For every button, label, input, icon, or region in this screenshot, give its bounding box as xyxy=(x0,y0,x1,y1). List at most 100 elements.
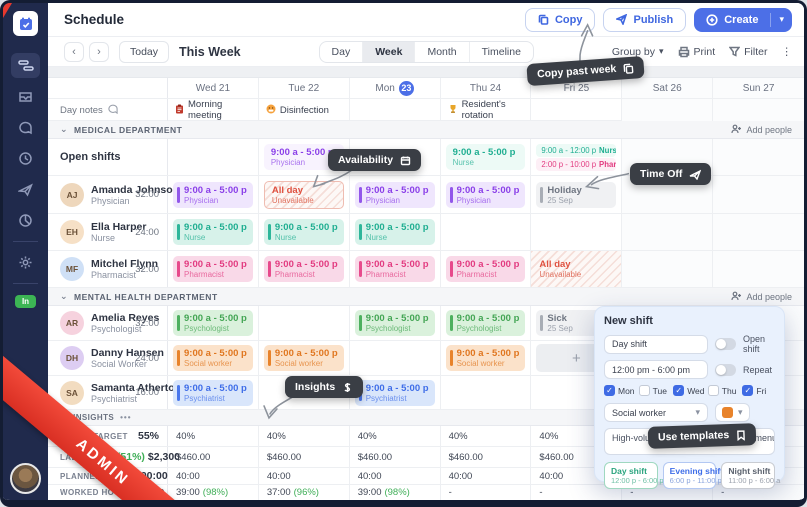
color-select[interactable]: ▾ xyxy=(715,403,750,422)
shift-chip[interactable]: 9:00 a - 5:00 p Psychiatrist xyxy=(354,379,435,406)
schedule-cell[interactable]: 9:00 a - 5:00 p Pharmacist xyxy=(168,251,259,287)
schedule-cell[interactable] xyxy=(713,139,804,175)
day-header-wed-21[interactable]: Wed 21 xyxy=(168,78,259,98)
tab-week[interactable]: Week xyxy=(362,41,415,62)
shift-chip[interactable]: 9:00 a - 5:00 p Social worker xyxy=(263,345,344,371)
open-shift-toggle[interactable] xyxy=(715,338,736,350)
schedule-cell[interactable]: 9:00 a - 5:00 p Physician xyxy=(441,176,532,213)
schedule-cell[interactable]: 9:00 a - 12:00 pNurse2:00 p - 10:00 pPha… xyxy=(531,139,623,175)
add-people-button[interactable]: Add people xyxy=(731,124,792,136)
schedule-cell[interactable]: 9:00 a - 5:00 p Psychologist xyxy=(350,306,441,340)
schedule-cell[interactable]: 9:00 a - 5:00 p Pharmacist xyxy=(350,251,441,287)
shift-chip[interactable]: 9:00 a - 5:00 p Nurse xyxy=(263,219,344,245)
schedule-cell[interactable]: 9:00 a - 5:00 p Nurse xyxy=(441,139,532,175)
schedule-cell[interactable] xyxy=(531,214,623,250)
schedule-cell[interactable]: 9:00 a - 5:00 p Pharmacist xyxy=(441,251,532,287)
shift-chip[interactable]: 9:00 a - 5:00 p Psychiatrist xyxy=(173,379,253,406)
create-button[interactable]: Create ▾ xyxy=(694,7,792,32)
schedule-cell[interactable]: 9:00 a - 5:00 p Pharmacist xyxy=(259,251,350,287)
schedule-cell[interactable] xyxy=(622,214,714,250)
chevron-down-icon[interactable]: ⌄ xyxy=(60,124,69,134)
weekday-checkbox-wed[interactable]: ✓ Wed xyxy=(673,385,706,396)
schedule-cell[interactable]: 9:00 a - 5:00 p Social worker xyxy=(259,341,350,375)
schedule-cell[interactable]: 9:00 a - 5:00 p Social worker xyxy=(168,341,259,375)
inbox-icon[interactable] xyxy=(11,84,40,109)
schedule-cell[interactable]: 9:00 a - 5:00 p Psychiatrist xyxy=(168,376,259,409)
user-avatar[interactable] xyxy=(10,463,41,494)
day-header-sun-27[interactable]: Sun 27 xyxy=(713,78,804,98)
day-header-mon[interactable]: Mon 23 xyxy=(350,78,441,98)
day-note-cell[interactable] xyxy=(531,99,623,121)
schedule-cell[interactable]: 9:00 a - 5:00 p Social worker xyxy=(441,341,532,375)
insights-pie-icon[interactable] xyxy=(11,208,40,233)
today-button[interactable]: Today xyxy=(119,40,170,63)
checkbox-unchecked[interactable] xyxy=(707,385,719,396)
schedule-cell[interactable]: 9:00 a - 5:00 p Physician xyxy=(168,176,259,213)
shift-chip[interactable]: 9:00 a - 5:00 p Psychologist xyxy=(354,310,435,336)
template-chip-night-shift[interactable]: Night shift 11:00 p - 6:00 a xyxy=(721,462,780,489)
checkbox-checked[interactable]: ✓ xyxy=(673,385,685,396)
weekday-checkbox-fri[interactable]: ✓ Fri xyxy=(742,385,775,396)
clock-icon[interactable] xyxy=(11,146,40,171)
publish-button[interactable]: Publish xyxy=(603,7,687,32)
day-header-sat-26[interactable]: Sat 26 xyxy=(622,78,714,98)
group-by-dropdown[interactable]: Group by ▾ xyxy=(611,45,664,58)
shift-chip[interactable]: 9:00 a - 5:00 p Pharmacist xyxy=(445,256,526,282)
chat-icon[interactable] xyxy=(11,115,40,140)
insights-more-button[interactable]: ••• xyxy=(120,413,132,422)
day-header-tue-22[interactable]: Tue 22 xyxy=(259,78,350,98)
template-chip-day-shift[interactable]: Day shift 12:00 p - 6:00 p xyxy=(604,462,664,489)
kebab-menu-icon[interactable]: ⋮ xyxy=(781,45,792,58)
template-chip-evening-shift[interactable]: Evening shift 6:00 p - 11:00 p xyxy=(662,462,723,489)
schedule-cell[interactable] xyxy=(713,176,804,213)
shift-chip[interactable]: 9:00 a - 5:00 p Physician xyxy=(354,181,435,208)
schedule-cell[interactable]: 9:00 a - 5:00 p Psychiatrist xyxy=(350,376,441,409)
weekday-checkbox-thu[interactable]: Thu xyxy=(707,385,741,396)
day-note-cell[interactable] xyxy=(622,99,714,121)
prev-week-button[interactable]: ‹ xyxy=(64,41,84,62)
filter-button[interactable]: Filter xyxy=(729,46,767,58)
open-shift-chip[interactable]: 9:00 a - 5:00 p Nurse xyxy=(445,144,526,170)
shift-chip[interactable]: 9:00 a - 5:00 p Physician xyxy=(173,181,253,208)
weekday-checkbox-tue[interactable]: Tue xyxy=(638,385,672,396)
weekday-checkbox-mon[interactable]: ✓ Mon xyxy=(604,385,637,396)
schedule-cell[interactable]: 9:00 a - 5:00 p Physician xyxy=(350,176,441,213)
shift-chip[interactable]: 9:00 a - 5:00 p Social worker xyxy=(173,345,253,371)
shift-chip[interactable]: 9:00 a - 5:00 p Nurse xyxy=(354,219,435,245)
checkbox-checked[interactable]: ✓ xyxy=(742,385,754,396)
app-logo-calendar-icon[interactable] xyxy=(13,11,38,36)
schedule-cell[interactable] xyxy=(350,139,441,175)
copy-button[interactable]: Copy xyxy=(524,7,596,32)
day-note-cell[interactable]: Morning meeting xyxy=(168,99,259,121)
day-note-cell[interactable]: Disinfection xyxy=(259,99,350,121)
schedule-cell[interactable]: 9:00 a - 5:00 p Psychologist xyxy=(441,306,532,340)
repeat-toggle[interactable] xyxy=(715,363,736,376)
add-people-button[interactable]: Add people xyxy=(731,291,792,303)
shift-chip[interactable]: 9:00 a - 5:00 p Psychologist xyxy=(173,310,253,336)
day-header-thu-24[interactable]: Thu 24 xyxy=(441,78,532,98)
schedule-cell[interactable] xyxy=(713,214,804,250)
schedule-cell[interactable]: Holiday 25 Sep xyxy=(531,176,623,213)
shift-chip[interactable]: 9:00 a - 5:00 p Psychologist xyxy=(445,310,526,336)
shift-chip[interactable]: 9:00 a - 5:00 p Social worker xyxy=(445,345,526,371)
shift-name-input[interactable] xyxy=(604,334,708,354)
schedule-cell[interactable] xyxy=(622,251,714,287)
shift-chip[interactable]: 9:00 a - 5:00 p Pharmacist xyxy=(173,256,253,282)
schedule-cell[interactable] xyxy=(441,376,532,409)
tab-month[interactable]: Month xyxy=(414,41,468,62)
schedule-cell[interactable]: 9:00 a - 5:00 p Nurse xyxy=(259,214,350,250)
day-note-cell[interactable] xyxy=(713,99,804,121)
checkbox-unchecked[interactable] xyxy=(638,385,650,396)
unavailable-chip[interactable]: All day Unavailable xyxy=(531,251,622,287)
role-select[interactable]: Social worker ▾ xyxy=(604,403,708,422)
shift-chip[interactable]: 9:00 a - 5:00 p Pharmacist xyxy=(354,256,435,282)
schedule-cell[interactable] xyxy=(259,306,350,340)
print-button[interactable]: Print xyxy=(678,46,715,58)
schedule-cell[interactable]: All day Unavailable xyxy=(259,176,350,213)
day-header-fri-25[interactable]: Fri 25 xyxy=(531,78,623,98)
schedule-cell[interactable] xyxy=(350,341,441,375)
shift-chip[interactable]: 9:00 a - 5:00 p Nurse xyxy=(173,219,253,245)
time-off-chip[interactable]: Holiday 25 Sep xyxy=(536,181,617,208)
chevron-down-icon[interactable]: ⌄ xyxy=(60,291,69,301)
schedule-cell[interactable] xyxy=(713,251,804,287)
